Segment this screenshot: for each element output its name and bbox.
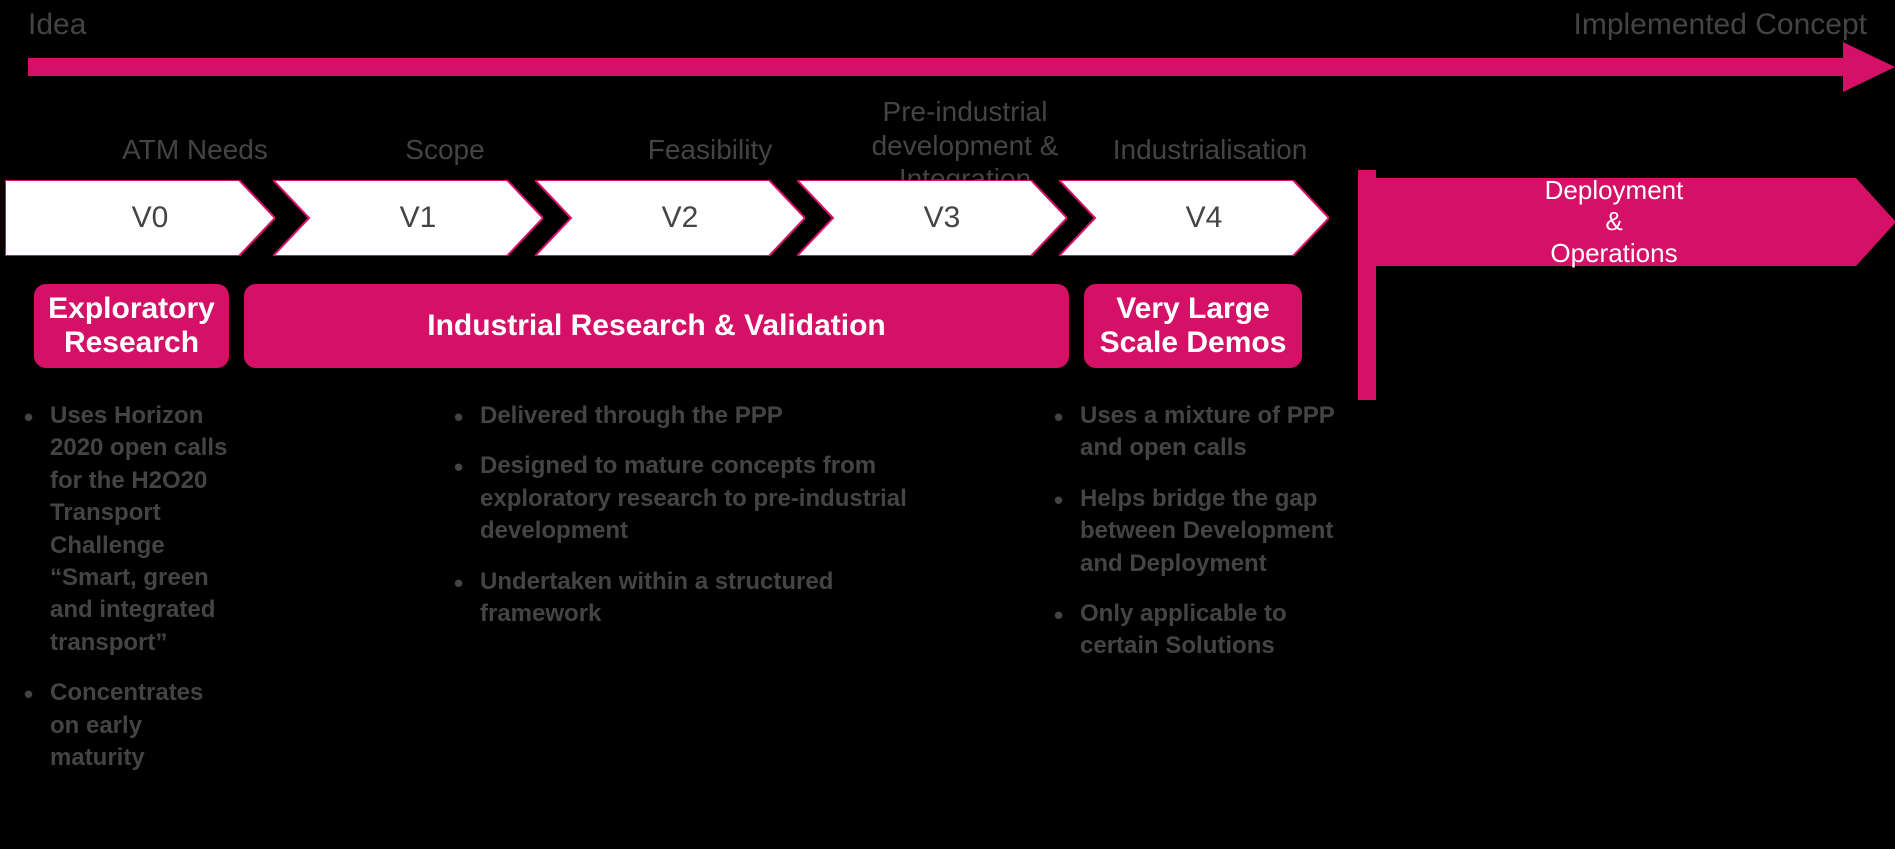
- stage-header: Feasibility: [620, 133, 800, 167]
- end-label: Implemented Concept: [1574, 8, 1868, 42]
- stage-header: Scope: [385, 133, 505, 167]
- phase-box: Exploratory Research: [34, 284, 229, 368]
- bullet-item: Only applicable to certain Solutions: [1050, 598, 1345, 663]
- bullet-column: Delivered through the PPP Designed to mat…: [450, 400, 960, 648]
- stage-chevron: V3: [797, 180, 1067, 256]
- bullet-item: Designed to mature concepts from explora…: [450, 450, 960, 547]
- stage-code: V1: [273, 180, 543, 256]
- bullet-list: Delivered through the PPP Designed to mat…: [450, 400, 960, 630]
- bullet-item: Undertaken within a structured framework: [450, 566, 960, 631]
- flag-pole: [1358, 170, 1376, 400]
- arrowhead-icon: [1843, 42, 1895, 92]
- stage-header: Industrialisation: [1085, 133, 1335, 167]
- chevron-row: V0V1V2V3V4: [5, 180, 1345, 256]
- bullet-list: Uses a mixture of PPP and open calls Help…: [1050, 400, 1345, 663]
- bullet-item: Delivered through the PPP: [450, 400, 960, 432]
- start-label: Idea: [28, 8, 86, 42]
- bullet-item: Uses Horizon 2020 open calls for the H2O…: [20, 400, 235, 659]
- phase-box: Very Large Scale Demos: [1084, 284, 1302, 368]
- stage-code: V0: [5, 180, 275, 256]
- bullet-column: Uses a mixture of PPP and open calls Help…: [1050, 400, 1345, 681]
- timeline-arrow: [28, 52, 1895, 82]
- stage-chevron: V2: [535, 180, 805, 256]
- stage-chevron: V4: [1059, 180, 1329, 256]
- bullet-column: Uses Horizon 2020 open calls for the H2O…: [20, 400, 235, 792]
- stage-header: ATM Needs: [105, 133, 285, 167]
- deployment-label: Deployment & Operations: [1386, 178, 1876, 266]
- bullet-item: Concentrates on early maturity: [20, 677, 235, 774]
- bullet-item: Helps bridge the gap between Development…: [1050, 483, 1345, 580]
- stage-chevron: V1: [273, 180, 543, 256]
- stage-code: V2: [535, 180, 805, 256]
- deployment-flag: Deployment & Operations: [1358, 170, 1888, 400]
- bullet-list: Uses Horizon 2020 open calls for the H2O…: [20, 400, 235, 774]
- stage-code: V4: [1059, 180, 1329, 256]
- timeline-endpoints: Idea Implemented Concept: [28, 8, 1867, 42]
- phase-box: Industrial Research & Validation: [244, 284, 1069, 368]
- timeline-bar: [28, 58, 1845, 76]
- bullet-item: Uses a mixture of PPP and open calls: [1050, 400, 1345, 465]
- stage-headers: ATM NeedsScopeFeasibilityPre-industrial …: [25, 95, 1335, 175]
- stage-code: V3: [797, 180, 1067, 256]
- stage-chevron: V0: [5, 180, 275, 256]
- phase-boxes: Exploratory ResearchIndustrial Research …: [0, 284, 1340, 368]
